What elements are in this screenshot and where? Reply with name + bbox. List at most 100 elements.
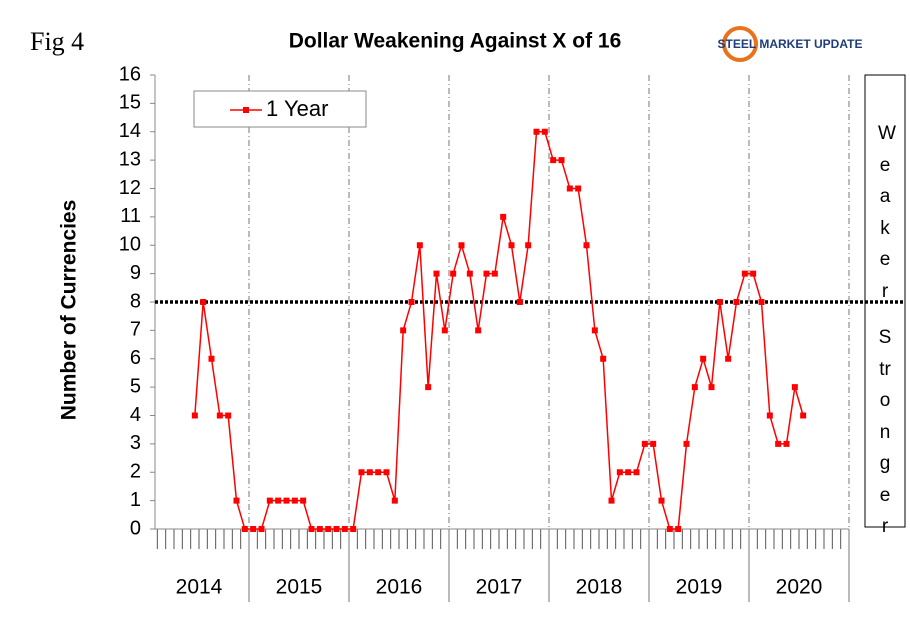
marker xyxy=(233,497,240,504)
y-tick-label: 11 xyxy=(120,205,141,227)
y-tick-label: 3 xyxy=(130,432,141,454)
marker xyxy=(366,469,373,476)
marker xyxy=(341,526,348,532)
marker xyxy=(550,157,557,164)
marker xyxy=(525,242,532,249)
legend-box xyxy=(193,90,367,128)
marker xyxy=(716,299,723,305)
marker xyxy=(308,526,315,532)
marker xyxy=(408,299,415,305)
logo: STEEL MARKET UPDATE xyxy=(718,37,863,51)
marker xyxy=(300,497,307,504)
y-tick-label: 6 xyxy=(130,347,141,369)
marker xyxy=(783,440,790,447)
marker xyxy=(433,270,440,277)
marker xyxy=(241,526,248,532)
marker xyxy=(291,497,298,504)
marker xyxy=(266,497,273,504)
marker xyxy=(775,440,782,447)
marker xyxy=(750,270,757,277)
legend-marker xyxy=(243,107,249,113)
marker xyxy=(650,440,657,447)
marker xyxy=(258,526,265,532)
marker xyxy=(575,185,582,192)
marker xyxy=(208,355,215,362)
marker xyxy=(275,497,282,504)
marker xyxy=(416,242,423,249)
x-group-label: 2019 xyxy=(676,576,723,599)
marker xyxy=(325,526,332,532)
marker xyxy=(441,327,448,334)
marker xyxy=(200,299,207,305)
marker xyxy=(450,270,457,277)
marker xyxy=(383,469,390,476)
x-group-label: 2015 xyxy=(276,576,323,599)
marker xyxy=(625,469,632,476)
y-tick-label: 7 xyxy=(130,319,141,341)
marker xyxy=(375,469,382,476)
marker xyxy=(566,185,573,192)
marker xyxy=(358,469,365,476)
y-tick-label: 16 xyxy=(119,63,141,85)
marker xyxy=(400,327,407,334)
marker xyxy=(558,157,565,164)
y-tick-label: 4 xyxy=(130,404,141,426)
y-tick-label: 0 xyxy=(130,517,141,539)
marker xyxy=(658,497,665,504)
marker xyxy=(683,440,690,447)
marker xyxy=(250,526,257,532)
marker xyxy=(533,128,540,135)
y-tick-label: 13 xyxy=(119,148,141,170)
y-tick-label: 15 xyxy=(119,92,141,114)
marker xyxy=(475,327,482,334)
y-tick-label: 14 xyxy=(119,120,141,142)
marker xyxy=(500,213,507,220)
marker xyxy=(741,270,748,277)
x-group-label: 2018 xyxy=(576,576,623,599)
marker xyxy=(483,270,490,277)
marker xyxy=(333,526,340,532)
marker xyxy=(516,299,523,305)
marker xyxy=(216,412,223,419)
y-tick-label: 5 xyxy=(130,375,141,397)
x-group-label: 2016 xyxy=(376,576,423,599)
marker xyxy=(800,412,807,419)
marker xyxy=(316,526,323,532)
chart-title: Dollar Weakening Against X of 16 xyxy=(289,30,622,53)
marker xyxy=(541,128,548,135)
y-tick-label: 2 xyxy=(130,461,141,483)
marker xyxy=(391,497,398,504)
marker xyxy=(225,412,232,419)
y-tick-label: 8 xyxy=(130,290,141,312)
marker xyxy=(508,242,515,249)
marker xyxy=(491,270,498,277)
marker xyxy=(591,327,598,334)
legend-label: 1 Year xyxy=(266,96,328,121)
marker xyxy=(733,299,740,305)
stronger-label: Stronger xyxy=(878,327,892,537)
x-group-label: 2014 xyxy=(176,576,223,599)
figure-label: Fig 4 xyxy=(30,27,84,56)
marker xyxy=(350,526,357,532)
x-group-label: 2017 xyxy=(476,576,523,599)
marker xyxy=(700,355,707,362)
marker xyxy=(758,299,765,305)
marker xyxy=(666,526,673,532)
marker xyxy=(191,412,198,419)
y-tick-label: 12 xyxy=(119,177,141,199)
marker xyxy=(766,412,773,419)
y-tick-label: 1 xyxy=(130,489,141,511)
marker xyxy=(641,440,648,447)
y-tick-label: 10 xyxy=(119,234,141,256)
marker xyxy=(608,497,615,504)
marker xyxy=(691,384,698,391)
marker xyxy=(616,469,623,476)
marker xyxy=(600,355,607,362)
marker xyxy=(466,270,473,277)
marker xyxy=(791,384,798,391)
marker xyxy=(283,497,290,504)
weaker-label: Weaker xyxy=(878,123,896,302)
y-tick-label: 9 xyxy=(130,262,141,284)
marker xyxy=(633,469,640,476)
